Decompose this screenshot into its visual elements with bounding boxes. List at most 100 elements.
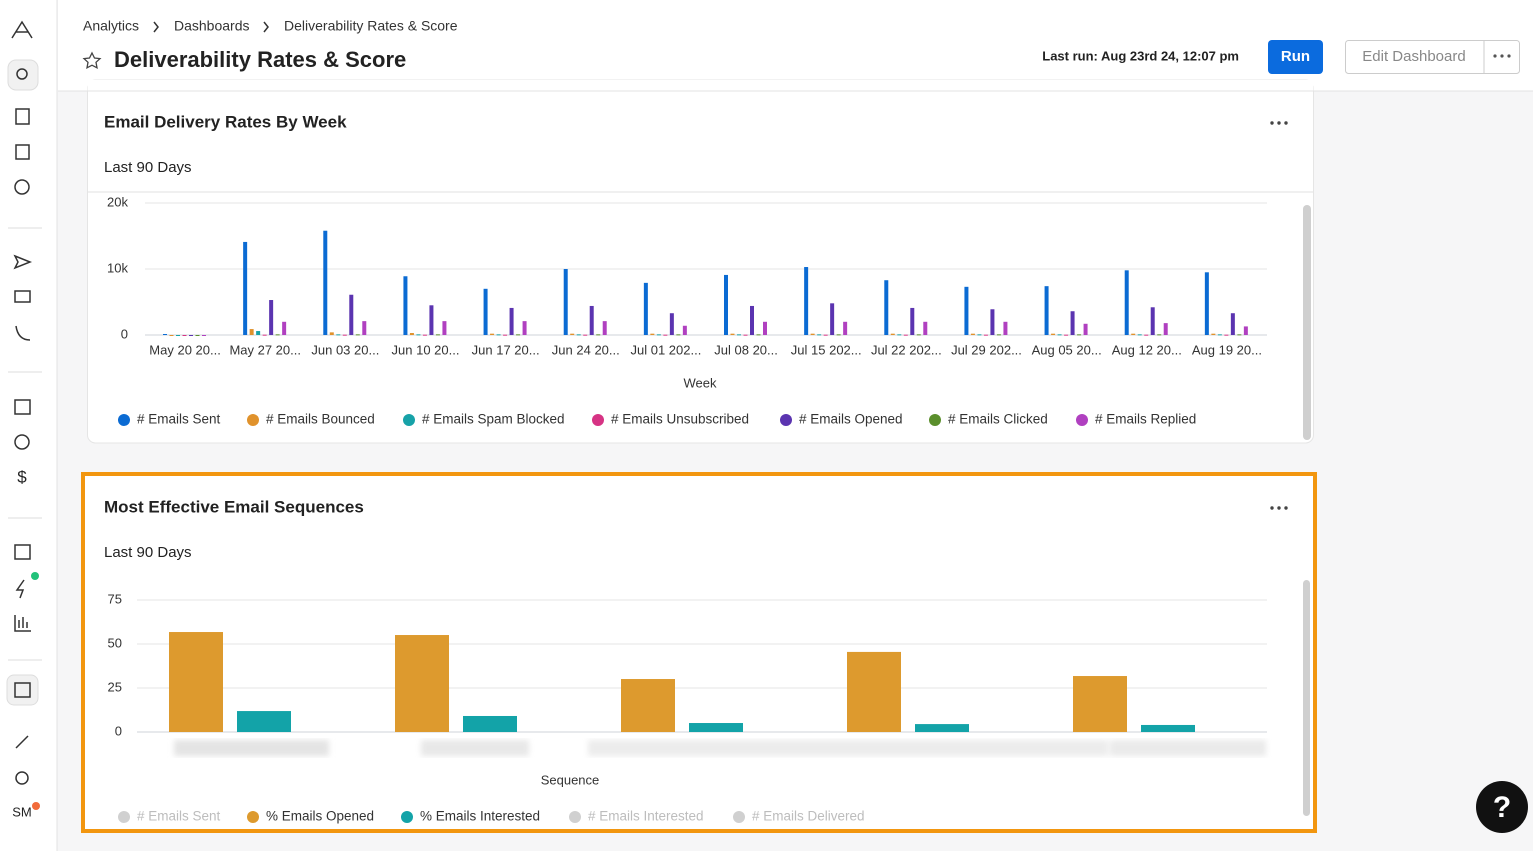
bar [182,335,187,336]
bar [1137,334,1142,336]
legend-label[interactable]: # Emails Replied [1095,412,1196,427]
bar [804,267,809,335]
y-tick-label: 0 [115,723,122,738]
bar [1204,272,1209,335]
bar [583,334,588,336]
bar [349,294,354,335]
bar [336,334,341,336]
avatar[interactable]: SM [12,804,32,819]
favorite-star[interactable] [82,51,102,69]
legend-label[interactable]: # Emails Sent [137,412,221,427]
phone-icon[interactable] [15,325,31,341]
search-button[interactable] [7,59,39,91]
x-tick-label: Jul 15 202... [791,342,862,357]
bar [669,313,674,335]
legend-label[interactable]: # Emails Unsubscribed [611,412,749,427]
task-icon[interactable] [14,544,31,560]
legend-label[interactable]: # Emails Interested [588,809,704,824]
legend-label[interactable]: % Emails Opened [266,809,374,824]
panel-clip [87,80,1314,91]
chat-icon[interactable] [14,434,30,450]
scrollbar[interactable] [1303,580,1310,816]
redacted-label [421,740,529,756]
bar [830,303,835,335]
mail-icon[interactable] [14,290,31,303]
bar [1211,333,1216,335]
bar [282,321,287,335]
bar [237,711,291,732]
legend-swatch [247,414,259,426]
breadcrumb-separator [153,21,159,33]
chart-icon[interactable] [14,615,31,632]
legend-label[interactable]: # Emails Bounced [266,412,375,427]
legend-label[interactable]: % Emails Interested [420,809,540,824]
bar [817,334,822,336]
send-icon[interactable] [13,254,33,270]
bar [409,333,414,335]
legend-label[interactable]: # Emails Spam Blocked [422,412,565,427]
page-title: Deliverability Rates & Score [114,47,406,72]
bar [682,325,687,335]
bar [970,333,975,335]
bar [1157,334,1162,336]
breadcrumb[interactable]: Dashboards [174,18,250,34]
more-button[interactable] [1493,54,1511,58]
bar [810,333,815,335]
bar [355,334,360,336]
list-icon[interactable] [15,144,30,160]
bar [737,334,741,336]
bar [823,334,828,336]
y-tick-label: 10k [107,260,128,275]
bar [509,307,514,335]
legend-swatch [592,414,604,426]
bar [916,334,921,336]
bar [964,286,969,335]
building-icon[interactable] [15,108,30,125]
bar [570,333,575,335]
x-tick-label: Jul 22 202... [871,342,942,357]
bar [429,305,434,335]
bar [176,335,180,336]
bar [189,335,193,336]
bar [676,334,681,336]
legend-label[interactable]: # Emails Clicked [948,412,1048,427]
bar [743,334,748,336]
x-tick-label: Jun 17 20... [472,342,540,357]
legend-label[interactable]: # Emails Delivered [752,809,865,824]
x-axis-label: Sequence [541,772,600,787]
sync-icon[interactable] [14,179,30,195]
settings-icon[interactable] [15,771,29,785]
legend-swatch [118,414,130,426]
legend-label[interactable]: # Emails Opened [799,412,903,427]
legend-label[interactable]: # Emails Sent [137,809,221,824]
run-button[interactable] [1268,40,1323,74]
y-tick-label: 0 [121,326,128,341]
x-tick-label: Jun 10 20... [392,342,460,357]
bar [1230,313,1235,335]
bolt-icon[interactable] [15,579,25,599]
panel-menu[interactable] [1270,506,1288,510]
bar [724,274,728,335]
panel-menu[interactable] [1270,121,1288,125]
help-button[interactable] [1476,781,1528,833]
bar [730,333,735,335]
scrollbar[interactable] [1303,205,1311,440]
legend-swatch [569,811,581,823]
y-tick-label: 20k [107,194,128,209]
x-tick-label: May 20 20... [149,342,221,357]
edit-dashboard-button[interactable] [1345,40,1520,74]
calendar-icon[interactable] [14,399,31,415]
legend-swatch [780,414,792,426]
bar [897,334,902,336]
dashboard-nav-button[interactable] [6,674,39,706]
x-tick-label: Jul 08 20... [714,342,778,357]
tool-icon[interactable] [15,735,29,749]
bar [256,331,261,335]
dollar-icon[interactable]: $ [17,467,27,486]
legend-swatch [733,811,745,823]
breadcrumb[interactable]: Analytics [83,18,139,34]
x-tick-label: Jun 24 20... [552,342,620,357]
bar [1243,326,1248,335]
x-tick-label: May 27 20... [229,342,301,357]
